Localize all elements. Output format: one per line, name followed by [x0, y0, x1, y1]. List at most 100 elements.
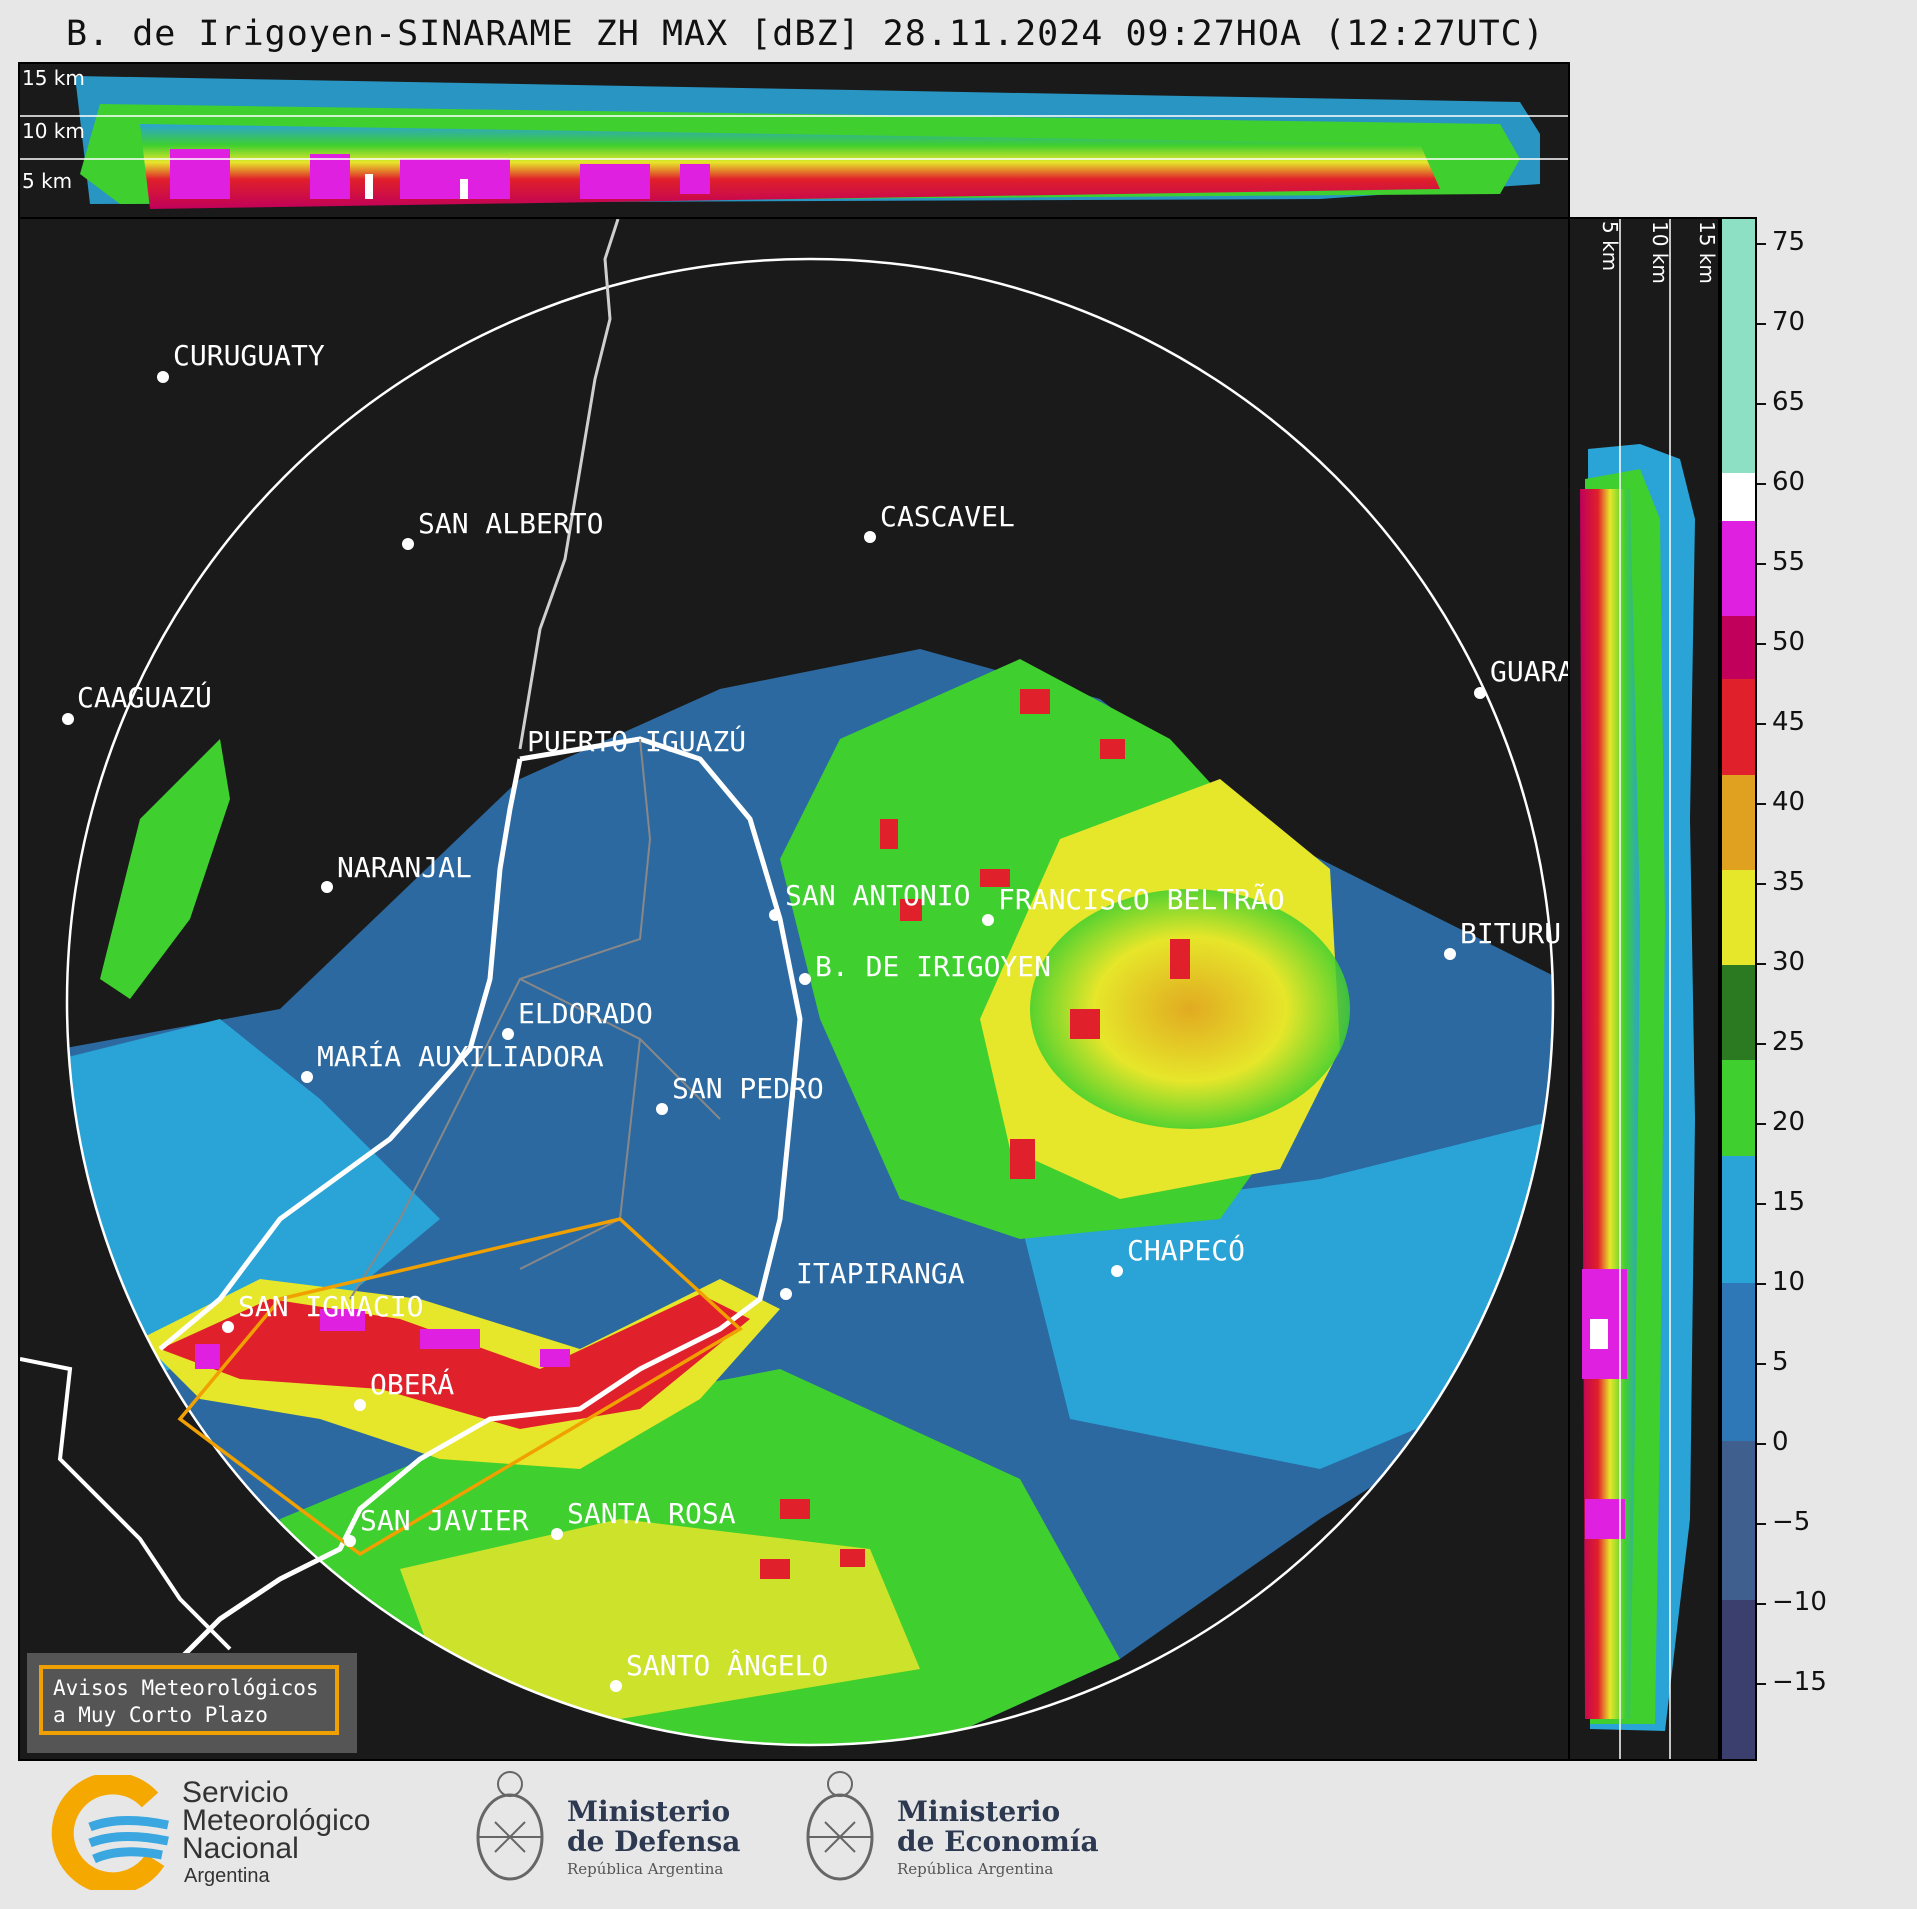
smn-logo	[50, 1772, 170, 1895]
parana-river-border	[158, 758, 523, 1351]
city-caaguazu: CAAGUAZÚ	[62, 680, 212, 725]
city-label-santo-angelo: SANTO ÂNGELO	[626, 1648, 828, 1682]
colorbar-tick-mark	[1757, 1603, 1766, 1605]
city-label-itapiranga: ITAPIRANGA	[796, 1257, 965, 1290]
city-san-pedro: SAN PEDRO	[656, 1072, 824, 1115]
colorbar-tick-mark	[1757, 1683, 1766, 1685]
side-height-label-5km: 5 km	[1598, 221, 1622, 272]
colorbar-band	[1722, 1600, 1755, 1759]
colorbar-tick-30: 30	[1772, 947, 1806, 977]
city-naranjal: NARANJAL	[321, 851, 472, 893]
colorbar-band	[1722, 1060, 1755, 1156]
colorbar-tick-minus15: −15	[1772, 1667, 1827, 1697]
city-label-san-pedro: SAN PEDRO	[672, 1072, 824, 1105]
side-height-label-10km: 10 km	[1648, 221, 1672, 284]
colorbar-tick-75: 75	[1772, 227, 1806, 257]
colorbar-tick-65: 65	[1772, 387, 1806, 417]
warning-polygon	[177, 1217, 743, 1557]
colorbar-band	[1722, 520, 1755, 616]
city-label-san-alberto: SAN ALBERTO	[418, 507, 603, 540]
colorbar-band	[1722, 473, 1755, 521]
colorbar-tick-0: 0	[1772, 1427, 1789, 1457]
city-san-antonio: SAN ANTONIO	[769, 879, 970, 921]
side-cross-section: 5 km 10 km 15 km	[1568, 217, 1720, 1761]
city-label-santa-rosa: SANTA ROSA	[567, 1497, 736, 1530]
city-san-javier: SAN JAVIER	[344, 1504, 529, 1547]
colorbar-tick-mark	[1757, 243, 1766, 245]
city-santa-rosa: SANTA ROSA	[551, 1497, 736, 1540]
smn-line1: Servicio	[182, 1776, 289, 1809]
city-francisco-beltrao: FRANCISCO BELTRÃO	[982, 883, 1285, 926]
city-label-curuguaty: CURUGUATY	[173, 339, 325, 372]
city-label-naranjal: NARANJAL	[337, 851, 472, 884]
city-eldorado: ELDORADO	[502, 997, 653, 1040]
city-san-ignacio: SAN IGNACIO	[222, 1290, 423, 1333]
city-label-eldorado: ELDORADO	[518, 997, 653, 1030]
colorbar-tick-mark	[1757, 483, 1766, 485]
colorbar-tick-mark	[1757, 1363, 1766, 1365]
colorbar-tick-60: 60	[1772, 467, 1806, 497]
city-obera: OBERÁ	[354, 1367, 454, 1411]
height-label-10km: 10 km	[22, 119, 85, 143]
warning-legend-line1: Avisos Meteorológicos	[53, 1676, 319, 1700]
radar-map-canvas: CURUGUATY SAN ALBERTO CAAGUAZÚ PUERTO IG…	[20, 219, 1568, 1747]
colorbar-tick-5: 5	[1772, 1347, 1789, 1377]
colorbar-tick-mark	[1757, 643, 1766, 645]
city-markers: CURUGUATY SAN ALBERTO CAAGUAZÚ PUERTO IG…	[62, 339, 1568, 1692]
colorbar-band	[1722, 774, 1755, 870]
paraguay-brazil-border	[518, 219, 620, 750]
colorbar-tick-mark	[1757, 1443, 1766, 1445]
colorbar-tick-70: 70	[1772, 307, 1806, 337]
city-label-bituru: BITURU	[1460, 917, 1561, 950]
city-label-maria-auxiliadora: MARÍA AUXILIADORA	[317, 1039, 604, 1073]
warning-legend-frame: Avisos Meteorológicos a Muy Corto Plazo	[39, 1665, 339, 1735]
argentina-coat-of-arms-icon	[800, 1762, 880, 1901]
colorbar-band	[1722, 679, 1755, 775]
smn-logo-icon	[51, 1772, 169, 1895]
city-label-francisco-beltrao: FRANCISCO BELTRÃO	[998, 883, 1285, 916]
city-chapeco: CHAPECÓ	[1111, 1233, 1245, 1277]
colorbar-band	[1722, 1441, 1755, 1601]
reflectivity-colorbar	[1720, 217, 1757, 1761]
city-itapiranga: ITAPIRANGA	[780, 1257, 965, 1300]
colorbar-tick-mark	[1757, 723, 1766, 725]
colorbar-tick-mark	[1757, 1123, 1766, 1125]
colorbar-tick-minus10: −10	[1772, 1587, 1827, 1617]
colorbar-tick-minus5: −5	[1772, 1507, 1811, 1537]
colorbar-band	[1722, 1282, 1755, 1442]
city-label-b-de-irigoyen: B. DE IRIGOYEN	[815, 950, 1051, 983]
defensa-line1: Ministerio	[567, 1795, 731, 1828]
reflectivity-field	[67, 649, 1553, 1745]
argentina-coat-of-arms-icon	[470, 1762, 550, 1901]
warning-legend-line2: a Muy Corto Plazo	[53, 1703, 268, 1727]
city-santo-angelo: SANTO ÂNGELO	[610, 1648, 828, 1692]
economia-line1: Ministerio	[897, 1795, 1061, 1828]
radar-map: CURUGUATY SAN ALBERTO CAAGUAZÚ PUERTO IG…	[18, 217, 1570, 1761]
city-label-obera: OBERÁ	[370, 1367, 454, 1401]
colorbar-tick-mark	[1757, 803, 1766, 805]
colorbar-tick-mark	[1757, 883, 1766, 885]
top-cross-section-echoes	[20, 76, 1568, 209]
colorbar-tick-mark	[1757, 323, 1766, 325]
city-label-san-ignacio: SAN IGNACIO	[238, 1290, 423, 1323]
colorbar-tick-10: 10	[1772, 1267, 1806, 1297]
colorbar-tick-mark	[1757, 1523, 1766, 1525]
city-san-alberto: SAN ALBERTO	[402, 507, 603, 550]
smn-line2: Meteorológico	[182, 1804, 371, 1837]
city-maria-auxiliadora: MARÍA AUXILIADORA	[301, 1039, 604, 1083]
colorbar-tick-15: 15	[1772, 1187, 1806, 1217]
colorbar-band	[1722, 965, 1755, 1061]
colorbar-band	[1722, 219, 1755, 474]
city-curuguaty: CURUGUATY	[157, 339, 325, 383]
colorbar-tick-mark	[1757, 563, 1766, 565]
colorbar-tick-25: 25	[1772, 1027, 1806, 1057]
side-height-label-15km: 15 km	[1695, 221, 1719, 284]
height-label-5km: 5 km	[22, 169, 73, 193]
city-cascavel: CASCAVEL	[864, 500, 1015, 543]
colorbar-tick-mark	[1757, 1203, 1766, 1205]
colorbar-tick-35: 35	[1772, 867, 1806, 897]
defensa-line2: de Defensa	[567, 1825, 741, 1858]
corrientes-border	[20, 1357, 232, 1651]
radar-range-ring	[65, 257, 1555, 1747]
height-label-15km: 15 km	[22, 66, 85, 90]
